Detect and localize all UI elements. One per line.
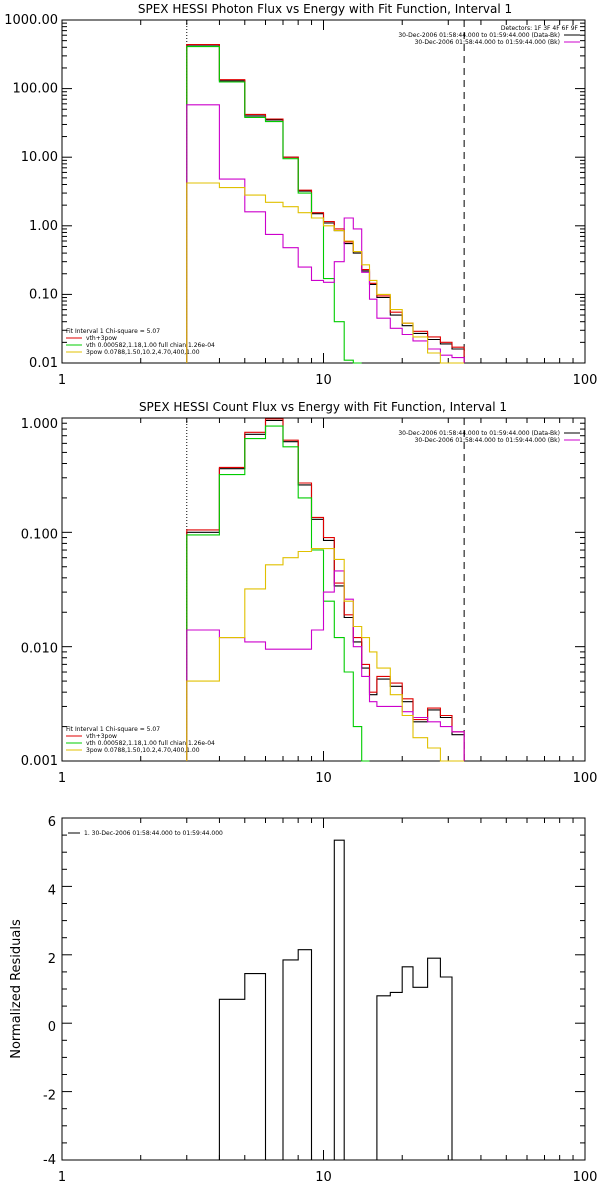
residuals-x-tick-label: 1 bbox=[58, 1170, 66, 1185]
photon-flux-y-tick-label: 0.01 bbox=[29, 356, 58, 371]
photon-flux-title: SPEX HESSI Photon Flux vs Energy with Fi… bbox=[138, 2, 512, 16]
residuals-x-tick-label: 100 bbox=[573, 1170, 598, 1185]
residuals-y-ticks bbox=[62, 817, 585, 1161]
count-flux-y-tick-label: 0.001 bbox=[21, 754, 58, 769]
photon-flux-fit-interval-label: Fit Interval 1 Chi-square = 5.07 bbox=[66, 328, 160, 335]
photon-flux-x-tick-label: 10 bbox=[315, 373, 332, 388]
photon-flux-x-tick-label: 100 bbox=[573, 373, 598, 388]
photon-flux-y-tick-label: 0.10 bbox=[29, 287, 58, 302]
count-flux-x-tick-label: 10 bbox=[315, 771, 332, 786]
count-flux-y-ticks bbox=[62, 422, 585, 762]
count-flux-x-ticks bbox=[61, 418, 574, 761]
count-flux-x-tick-label: 1 bbox=[58, 771, 66, 786]
residuals-y-axis-label: Normalized Residuals bbox=[9, 919, 24, 1059]
count-flux-y-tick-label: 0.010 bbox=[21, 642, 58, 657]
count-flux-legend-top-right: 30-Dec-2006 01:58:44.000 to 01:59:44.000… bbox=[398, 430, 580, 444]
count-flux-legend-entry-total: vth+3pow bbox=[86, 733, 117, 740]
residuals-y-tick-label: -2 bbox=[43, 1089, 56, 1104]
photon-flux-y-tick-labels: 1000.00 100.00 10.00 1.00 0.10 0.01 bbox=[4, 13, 58, 371]
photon-flux-legend-entry-3pow: 3pow 0.0788,1.50,10.2,4.70,400,1.00 bbox=[86, 349, 200, 356]
residuals-legend-entry: 1. 30-Dec-2006 01:58:44.000 to 01:59:44.… bbox=[84, 830, 223, 837]
photon-flux-magenta-series-line bbox=[186, 104, 465, 363]
residuals-x-tick-label: 10 bbox=[315, 1170, 332, 1185]
count-flux-yellow-series-line bbox=[186, 548, 465, 762]
photon-flux-x-ticks bbox=[61, 20, 574, 363]
count-flux-green-series-line bbox=[186, 425, 370, 762]
residuals-y-tick-label: -4 bbox=[43, 1153, 56, 1168]
photon-flux-x-tick-labels: 1 10 100 bbox=[58, 373, 598, 388]
residuals-x-ticks bbox=[61, 818, 574, 1160]
photon-flux-y-tick-label: 1.00 bbox=[29, 219, 58, 234]
count-flux-fit-interval-label: Fit Interval 1 Chi-square = 5.07 bbox=[66, 726, 160, 733]
count-flux-panel: SPEX HESSI Count Flux vs Energy with Fit… bbox=[21, 400, 598, 786]
residuals-y-tick-label: 2 bbox=[48, 952, 56, 967]
count-flux-legend-entry-vth: vth 0.000582,1.18,1.00 full chian 1.26e-… bbox=[86, 740, 215, 747]
photon-flux-y-ticks bbox=[62, 22, 585, 364]
photon-flux-legend-top-right: Detectors: 1F 3F 4F 6F 9F 30-Dec-2006 01… bbox=[398, 25, 580, 46]
photon-flux-yellow-series-line bbox=[186, 182, 465, 364]
photon-flux-x-tick-label: 1 bbox=[58, 373, 66, 388]
residuals-y-tick-label: 0 bbox=[48, 1020, 56, 1035]
residuals-y-tick-label: 4 bbox=[48, 883, 56, 898]
residuals-y-tick-labels: 6 4 2 0 -2 -4 bbox=[43, 815, 56, 1168]
photon-flux-legend-entry-bk: 30-Dec-2006 01:58:44.000 to 01:59:44.000… bbox=[415, 39, 560, 46]
residuals-panel: Normalized Residuals 1 10 100 6 4 2 0 -2… bbox=[9, 815, 597, 1185]
photon-flux-black-series-line bbox=[186, 44, 465, 363]
photon-flux-legend-bottom-left: Fit Interval 1 Chi-square = 5.07 vth+3po… bbox=[66, 328, 215, 356]
count-flux-magenta-series-line bbox=[186, 570, 465, 761]
count-flux-legend-entry-3pow: 3pow 0.0788,1.50,10.2,4.70,400,1.00 bbox=[86, 747, 200, 754]
residuals-legend: 1. 30-Dec-2006 01:58:44.000 to 01:59:44.… bbox=[68, 830, 223, 837]
photon-flux-plot-frame bbox=[61, 19, 586, 364]
count-flux-x-tick-labels: 1 10 100 bbox=[58, 771, 598, 786]
count-flux-x-tick-label: 100 bbox=[573, 771, 598, 786]
photon-flux-panel: SPEX HESSI Photon Flux vs Energy with Fi… bbox=[4, 2, 597, 388]
count-flux-y-tick-labels: 1.000 0.100 0.010 0.001 bbox=[21, 417, 58, 769]
count-flux-legend-entry-bk: 30-Dec-2006 01:58:44.000 to 01:59:44.000… bbox=[415, 437, 560, 444]
count-flux-y-tick-label: 0.100 bbox=[21, 527, 58, 542]
count-flux-legend-entry-data: 30-Dec-2006 01:58:44.000 to 01:59:44.000… bbox=[398, 430, 560, 437]
photon-flux-y-tick-label: 1000.00 bbox=[4, 13, 58, 28]
count-flux-y-tick-label: 1.000 bbox=[21, 417, 58, 432]
photon-flux-y-tick-label: 100.00 bbox=[13, 82, 59, 97]
count-flux-title: SPEX HESSI Count Flux vs Energy with Fit… bbox=[139, 400, 507, 414]
count-flux-red-series-line bbox=[186, 418, 465, 761]
residuals-plot-frame bbox=[61, 817, 586, 1161]
residuals-x-tick-labels: 1 10 100 bbox=[58, 1170, 598, 1185]
photon-flux-legend-entry-total: vth+3pow bbox=[86, 335, 117, 342]
photon-flux-legend-entry-data: 30-Dec-2006 01:58:44.000 to 01:59:44.000… bbox=[398, 32, 560, 39]
photon-flux-detectors-label: Detectors: 1F 3F 4F 6F 9F bbox=[501, 25, 579, 32]
residuals-y-tick-label: 6 bbox=[48, 815, 56, 830]
residuals-black-series-line bbox=[186, 839, 465, 1161]
photon-flux-red-series-line bbox=[186, 43, 465, 363]
count-flux-legend-bottom-left: Fit Interval 1 Chi-square = 5.07 vth+3po… bbox=[66, 726, 215, 754]
photon-flux-legend-entry-vth: vth 0.000582,1.18,1.00 full chian 1.26e-… bbox=[86, 342, 215, 349]
photon-flux-y-tick-label: 10.00 bbox=[21, 150, 58, 165]
photon-flux-green-series-line bbox=[186, 46, 362, 364]
count-flux-black-series-line bbox=[186, 419, 465, 761]
